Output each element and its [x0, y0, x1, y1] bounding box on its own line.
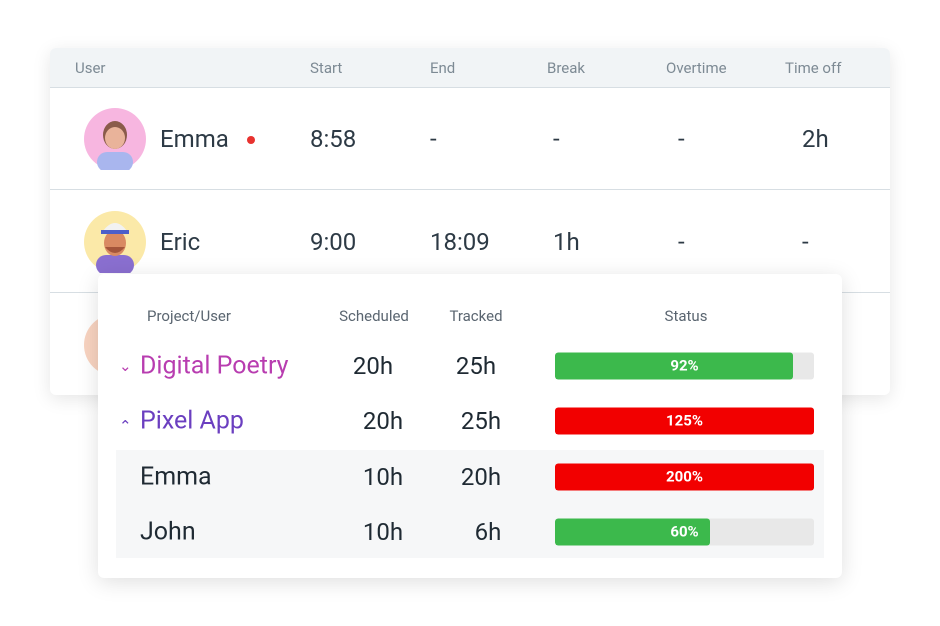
user-name: Emma	[140, 462, 212, 492]
column-header: Project/User	[147, 307, 231, 325]
scheduled-hours: 10h	[362, 462, 404, 491]
user-name: Emma	[160, 125, 229, 153]
user-name: Eric	[160, 228, 201, 256]
column-header: User	[75, 59, 106, 77]
time-cell: -	[802, 228, 809, 256]
scheduled-hours: 10h	[362, 517, 404, 546]
time-cell: 9:00	[310, 228, 357, 256]
time-cell: 2h	[802, 125, 829, 153]
progress-label: 60%	[670, 522, 699, 541]
scheduled-hours: 20h	[362, 407, 404, 436]
avatar	[84, 211, 146, 273]
project-popup: ⌄ ⌃ Project/User Scheduled Tracked Status Di…	[98, 274, 842, 578]
column-header: Overtime	[666, 59, 727, 77]
progress-track: 200%	[555, 463, 814, 491]
progress-track: 92%	[555, 352, 814, 380]
tracked-hours: 20h	[460, 462, 502, 491]
chevron-down[interactable]: ⌄	[119, 357, 132, 375]
status-dot	[247, 136, 255, 144]
column-header: Status	[664, 307, 708, 325]
column-header: Tracked	[449, 307, 503, 325]
avatar	[84, 108, 146, 170]
time-cell: 1h	[553, 228, 580, 256]
time-cell: -	[430, 125, 437, 153]
table-header	[50, 48, 890, 88]
user-name: John	[140, 517, 196, 547]
row-divider	[50, 189, 890, 190]
progress-fill	[555, 518, 711, 546]
time-cell: -	[678, 228, 685, 256]
tracked-hours: 25h	[460, 407, 502, 436]
progress-fill	[555, 407, 814, 435]
progress-track: 60%	[555, 518, 814, 546]
time-cell: 8:58	[310, 125, 357, 153]
column-header: Break	[547, 59, 586, 77]
progress-fill	[555, 352, 794, 380]
time-cell: -	[553, 125, 560, 153]
progress-fill	[555, 463, 814, 491]
column-header: Time off	[785, 59, 842, 77]
column-header: Start	[310, 59, 343, 77]
tracked-hours: 6h	[474, 517, 502, 546]
tracked-hours: 25h	[455, 352, 497, 380]
scheduled-hours: 20h	[352, 352, 394, 380]
progress-track: 125%	[555, 407, 814, 435]
project-name[interactable]: Pixel App	[140, 406, 244, 436]
progress-label: 200%	[666, 467, 703, 486]
time-cell: -	[678, 125, 685, 153]
column-header: End	[430, 59, 456, 77]
project-name[interactable]: Digital Poetry	[140, 351, 289, 381]
time-cell: 18:09	[430, 228, 490, 256]
column-header: Scheduled	[339, 307, 409, 325]
chevron-up[interactable]: ⌃	[119, 417, 132, 435]
progress-label: 125%	[666, 411, 703, 430]
progress-label: 92%	[670, 356, 699, 375]
